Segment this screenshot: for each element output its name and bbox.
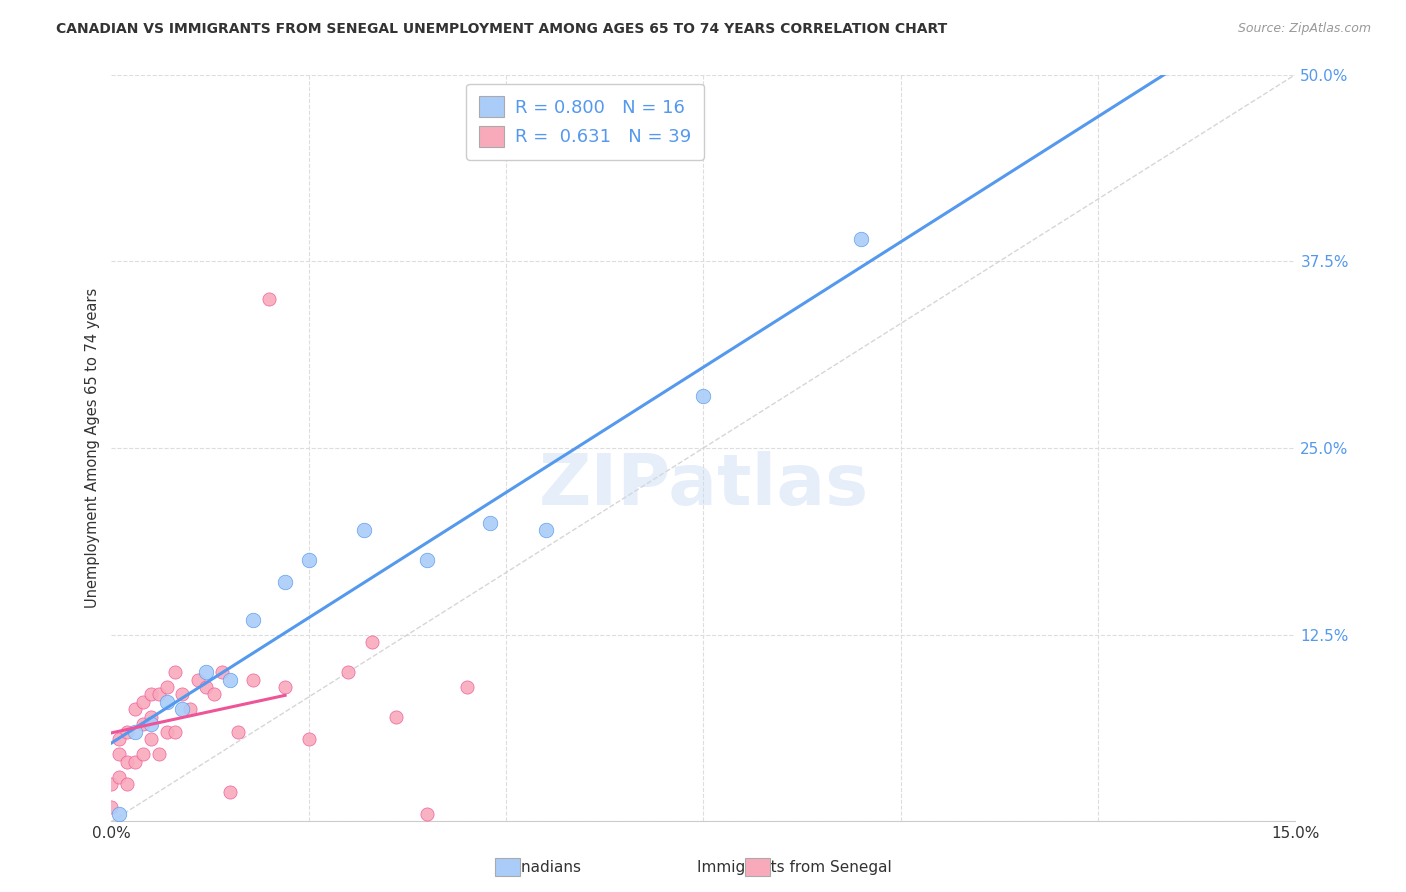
Point (274, 680, 297, 694)
Point (337, 665, 360, 679)
Point (361, 635, 384, 649)
Point (226, 724, 249, 739)
Point (156, 724, 179, 739)
Point (242, 613, 264, 627)
Point (108, 770, 131, 784)
Point (187, 673, 209, 687)
Point (298, 732, 321, 747)
Point (156, 680, 179, 694)
Point (851, 232, 873, 246)
Point (163, 724, 186, 739)
Point (218, 673, 240, 687)
Point (416, 553, 439, 567)
Point (108, 807, 131, 822)
Point (100, 777, 122, 791)
Point (195, 665, 218, 679)
Point (479, 516, 502, 530)
Legend: R = 0.800   N = 16, R =  0.631   N = 39: R = 0.800 N = 16, R = 0.631 N = 39 (467, 84, 704, 160)
Point (416, 807, 439, 822)
Text: CANADIAN VS IMMIGRANTS FROM SENEGAL UNEMPLOYMENT AMONG AGES 65 TO 74 YEARS CORRE: CANADIAN VS IMMIGRANTS FROM SENEGAL UNEM… (56, 22, 948, 37)
Point (172, 702, 194, 716)
Point (156, 695, 179, 709)
Point (124, 755, 146, 769)
Point (124, 724, 146, 739)
Point (259, 292, 281, 306)
Point (274, 575, 297, 590)
Point (115, 777, 138, 791)
Text: Immigrants from Senegal: Immigrants from Senegal (697, 860, 891, 874)
Point (139, 717, 162, 731)
Point (139, 710, 162, 724)
Point (139, 688, 162, 702)
Point (108, 732, 131, 747)
Point (132, 695, 155, 709)
Point (100, 799, 122, 814)
Point (148, 747, 170, 762)
Y-axis label: Unemployment Among Ages 65 to 74 years: Unemployment Among Ages 65 to 74 years (86, 288, 100, 608)
Point (218, 784, 240, 798)
Text: Canadians: Canadians (502, 860, 581, 874)
Point (202, 688, 225, 702)
Point (195, 680, 218, 694)
Text: ZIPatlas: ZIPatlas (538, 450, 869, 520)
Point (242, 673, 264, 687)
Point (115, 724, 138, 739)
Point (211, 665, 233, 679)
Point (456, 680, 478, 694)
Point (172, 688, 194, 702)
Point (298, 553, 321, 567)
Point (534, 523, 557, 537)
Point (692, 389, 714, 403)
Point (124, 702, 146, 716)
Point (132, 747, 155, 762)
Point (384, 710, 406, 724)
Text: Source: ZipAtlas.com: Source: ZipAtlas.com (1237, 22, 1371, 36)
Point (139, 732, 162, 747)
Point (132, 717, 155, 731)
Point (163, 665, 186, 679)
Point (353, 523, 375, 537)
Point (179, 702, 201, 716)
Point (108, 747, 131, 762)
Point (115, 755, 138, 769)
Point (148, 688, 170, 702)
